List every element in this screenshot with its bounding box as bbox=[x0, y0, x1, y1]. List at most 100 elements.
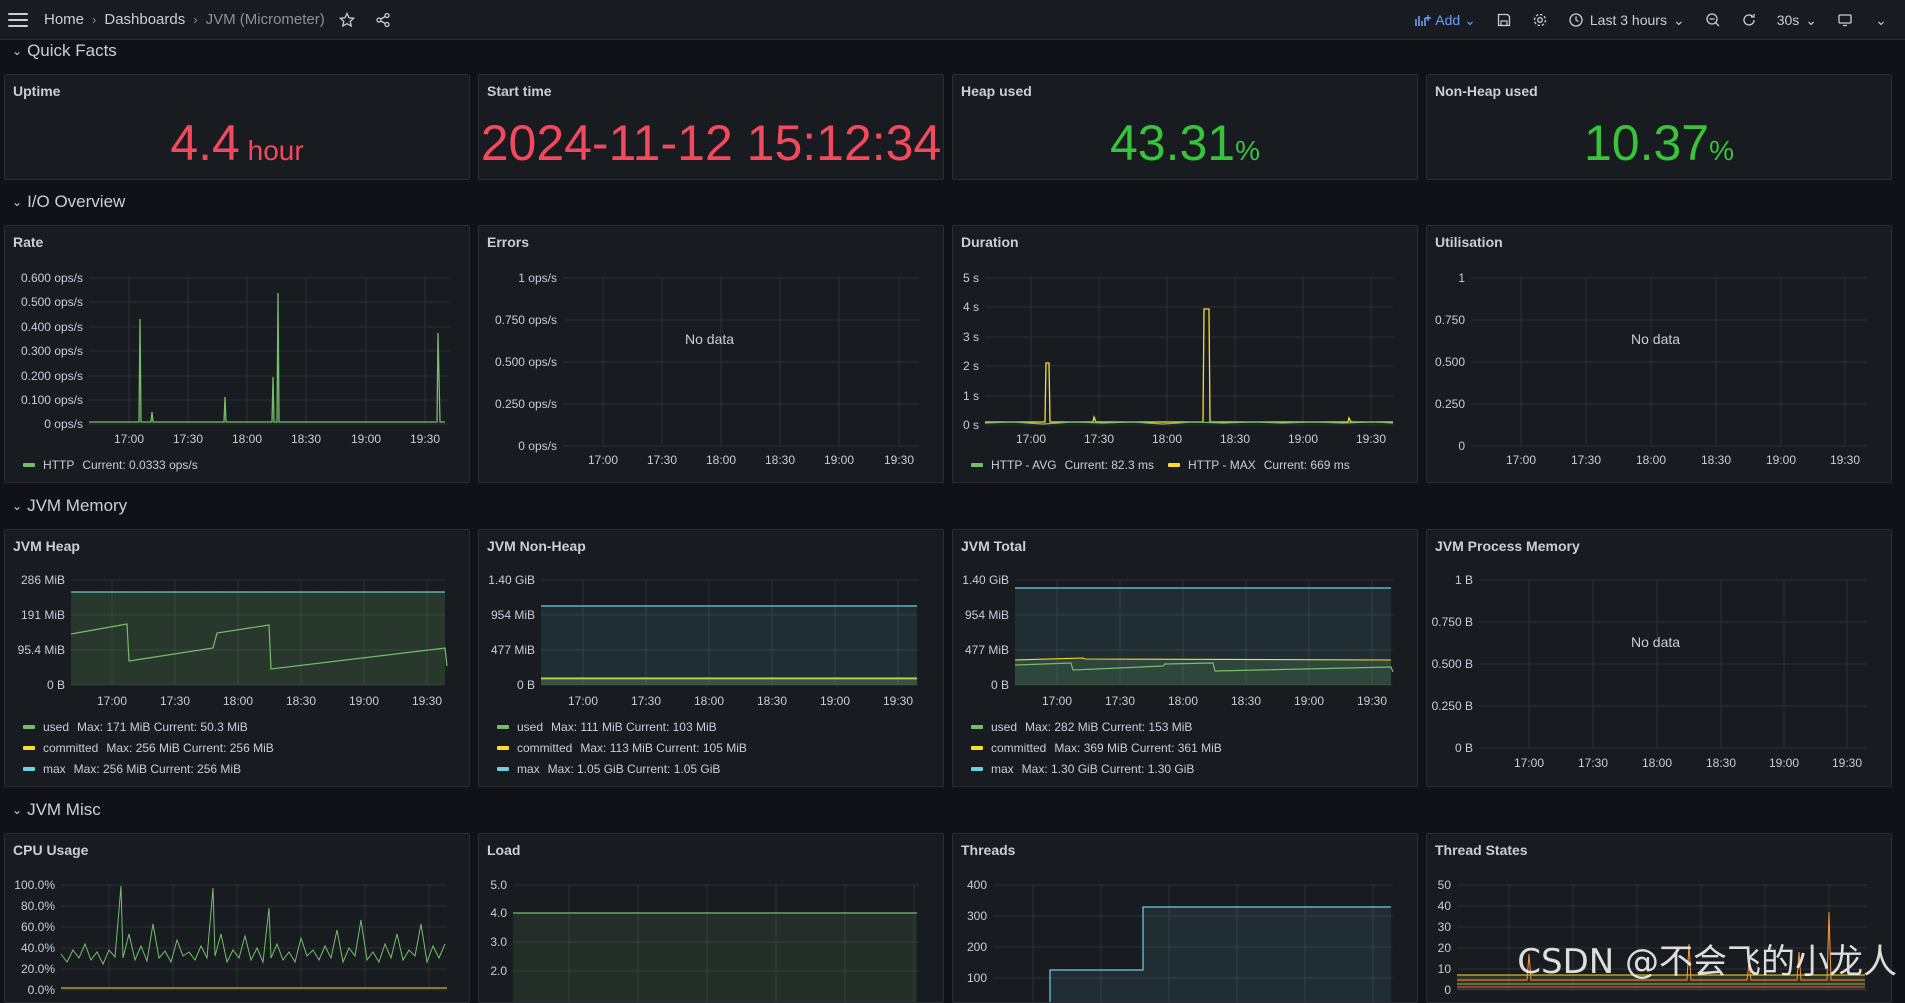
legend-value: Current: 82.3 ms bbox=[1065, 458, 1154, 472]
panel-duration[interactable]: Duration 5 s 4 s 3 s 2 s 1 s 0 s 17:00 1… bbox=[952, 225, 1418, 483]
x-tick: 19:30 bbox=[410, 432, 440, 446]
panel-start-time[interactable]: Start time 2024-11-12 15:12:34 bbox=[478, 74, 944, 180]
y-tick: 20 bbox=[1438, 941, 1452, 955]
x-tick: 17:00 bbox=[97, 694, 127, 708]
y-tick: 400 bbox=[967, 878, 987, 892]
y-tick: 0.100 ops/s bbox=[21, 393, 83, 407]
y-tick: 0 B bbox=[991, 678, 1009, 692]
panel-threads[interactable]: Threads 400 300 200 100 bbox=[952, 833, 1418, 1003]
panel-rate[interactable]: Rate 0.600 ops/s 0.500 ops/s 0.400 ops/s… bbox=[4, 225, 470, 483]
stat-unit: % bbox=[1235, 135, 1260, 166]
tv-mode-icon[interactable] bbox=[1831, 6, 1859, 34]
add-button[interactable]: Add ⌄ bbox=[1409, 12, 1482, 29]
zoom-out-icon[interactable] bbox=[1699, 6, 1727, 34]
panel-jvm-nonheap[interactable]: JVM Non-Heap 1.40 GiB 954 MiB 477 MiB 0 … bbox=[478, 529, 944, 787]
y-tick: 0.200 ops/s bbox=[21, 369, 83, 383]
x-tick: 18:00 bbox=[1642, 756, 1672, 770]
refresh-interval-picker[interactable]: 30s ⌄ bbox=[1771, 12, 1823, 29]
rate-graph: 0.600 ops/s 0.500 ops/s 0.400 ops/s 0.30… bbox=[5, 226, 470, 483]
stat-value: 2024-11-12 15:12:34 bbox=[481, 115, 942, 171]
y-tick: 0 ops/s bbox=[518, 439, 557, 453]
panel-uptime[interactable]: Uptime 4.4 hour bbox=[4, 74, 470, 180]
x-tick: 19:00 bbox=[1288, 432, 1318, 446]
row-title: Quick Facts bbox=[27, 41, 117, 61]
x-tick: 17:00 bbox=[1506, 453, 1536, 467]
legend-row: HTTP - AVG Current: 82.3 ms HTTP - MAX C… bbox=[971, 458, 1350, 472]
series-http-avg bbox=[985, 422, 1393, 424]
refresh-icon[interactable] bbox=[1735, 6, 1763, 34]
panel-nonheap-used[interactable]: Non-Heap used 10.37% bbox=[1426, 74, 1892, 180]
star-icon[interactable] bbox=[333, 6, 361, 34]
legend-swatch bbox=[971, 746, 983, 750]
row-jvm-memory[interactable]: ⌄ JVM Memory bbox=[12, 496, 127, 516]
row-title: JVM Misc bbox=[27, 800, 101, 820]
legend-item[interactable]: HTTP Current: 0.0333 ops/s bbox=[23, 458, 198, 472]
panel-title: Non-Heap used bbox=[1435, 83, 1538, 99]
y-tick: 3 s bbox=[963, 330, 979, 344]
y-tick: 200 bbox=[967, 940, 987, 954]
legend-label[interactable]: HTTP - MAX bbox=[1188, 458, 1256, 472]
panel-jvm-heap[interactable]: JVM Heap 286 MiB 191 MiB 95.4 MiB 0 B 17… bbox=[4, 529, 470, 787]
x-tick: 18:00 bbox=[223, 694, 253, 708]
x-tick: 17:00 bbox=[568, 694, 598, 708]
legend-label[interactable]: HTTP - AVG bbox=[991, 458, 1057, 472]
duration-graph: 5 s 4 s 3 s 2 s 1 s 0 s 17:00 17:30 18:0… bbox=[953, 226, 1418, 483]
x-tick: 19:00 bbox=[820, 694, 850, 708]
chevron-right-icon: › bbox=[193, 12, 197, 27]
legend-label: used bbox=[991, 720, 1017, 734]
y-tick: 0 s bbox=[963, 418, 979, 432]
x-tick: 17:00 bbox=[114, 432, 144, 446]
breadcrumb-home[interactable]: Home bbox=[44, 11, 84, 28]
breadcrumb-dashboards[interactable]: Dashboards bbox=[104, 11, 185, 28]
y-tick: 5.0 bbox=[490, 878, 507, 892]
x-tick: 19:00 bbox=[1766, 453, 1796, 467]
share-icon[interactable] bbox=[369, 6, 397, 34]
panel-utilisation[interactable]: Utilisation 1 0.750 0.500 0.250 0 17:00 … bbox=[1426, 225, 1892, 483]
gear-icon[interactable] bbox=[1526, 6, 1554, 34]
time-range-picker[interactable]: Last 3 hours ⌄ bbox=[1562, 12, 1691, 29]
row-io-overview[interactable]: ⌄ I/O Overview bbox=[12, 192, 125, 212]
row-quick-facts[interactable]: ⌄ Quick Facts bbox=[12, 41, 117, 61]
menu-icon[interactable] bbox=[8, 13, 28, 27]
y-tick: 1 B bbox=[1455, 573, 1473, 587]
x-tick: 19:00 bbox=[1769, 756, 1799, 770]
y-tick: 10 bbox=[1438, 962, 1452, 976]
stat-value: 43.31 bbox=[1110, 115, 1235, 171]
y-tick: 0 bbox=[1444, 983, 1451, 997]
x-tick: 18:00 bbox=[1636, 453, 1666, 467]
y-tick: 0.500 ops/s bbox=[495, 355, 557, 369]
y-tick: 0.600 ops/s bbox=[21, 271, 83, 285]
y-tick: 0.300 ops/s bbox=[21, 344, 83, 358]
panel-title: Uptime bbox=[13, 83, 60, 99]
chevron-down-icon[interactable]: ⌄ bbox=[1867, 6, 1895, 34]
x-tick: 19:00 bbox=[351, 432, 381, 446]
panel-cpu-usage[interactable]: CPU Usage 100.0% 80.0% 60.0% 40.0% 20.0%… bbox=[4, 833, 470, 1003]
y-tick: 0.0% bbox=[28, 983, 56, 997]
panel-heap-used[interactable]: Heap used 43.31% bbox=[952, 74, 1418, 180]
panel-errors[interactable]: Errors 1 ops/s 0.750 ops/s 0.500 ops/s 0… bbox=[478, 225, 944, 483]
y-tick: 0.500 bbox=[1435, 355, 1465, 369]
x-tick: 17:30 bbox=[173, 432, 203, 446]
stat-uptime: 4.4 hour bbox=[5, 113, 469, 180]
area-load bbox=[513, 913, 917, 1003]
y-tick: 3.0 bbox=[490, 935, 507, 949]
x-tick: 19:30 bbox=[1357, 694, 1387, 708]
chevron-down-icon: ⌄ bbox=[1673, 12, 1685, 29]
panel-jvm-process-memory[interactable]: JVM Process Memory 1 B 0.750 B 0.500 B 0… bbox=[1426, 529, 1892, 787]
x-tick: 18:30 bbox=[765, 453, 795, 467]
y-tick: 0.500 B bbox=[1432, 657, 1473, 671]
legend-swatch bbox=[971, 463, 983, 467]
save-icon[interactable] bbox=[1490, 6, 1518, 34]
panel-jvm-total[interactable]: JVM Total 1.40 GiB 954 MiB 477 MiB 0 B 1… bbox=[952, 529, 1418, 787]
panel-load[interactable]: Load 5.0 4.0 3.0 2.0 bbox=[478, 833, 944, 1003]
row-jvm-misc[interactable]: ⌄ JVM Misc bbox=[12, 800, 101, 820]
